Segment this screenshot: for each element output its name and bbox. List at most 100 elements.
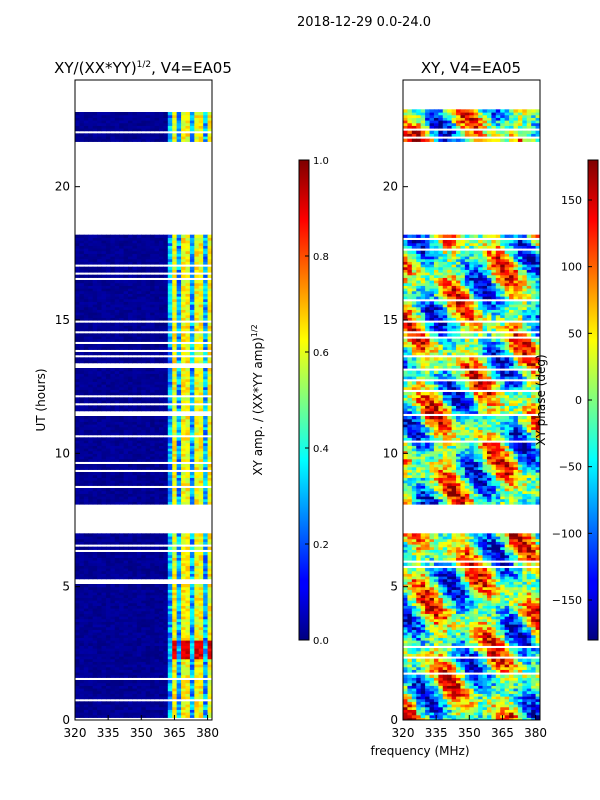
heatmap-cell — [123, 336, 129, 340]
heatmap-cell — [163, 616, 169, 620]
heatmap-cell — [150, 634, 156, 638]
heatmap-cell — [207, 589, 212, 593]
heatmap-cell — [172, 269, 178, 273]
heatmap-cell — [189, 384, 195, 388]
heatmap-cell — [141, 672, 147, 676]
heatmap-cell — [198, 600, 204, 604]
heatmap-cell — [194, 418, 200, 422]
heatmap-cell — [119, 381, 125, 385]
heatmap-cell — [150, 133, 156, 137]
heatmap-cell — [145, 642, 151, 646]
heatmap-cell — [128, 136, 134, 140]
heatmap-cell — [158, 392, 164, 396]
heatmap-cell — [154, 624, 160, 628]
heatmap-cell — [185, 610, 191, 614]
heatmap-cell — [185, 616, 191, 620]
heatmap-cell — [123, 125, 129, 129]
heatmap-cell — [114, 701, 120, 705]
heatmap-cell — [163, 482, 169, 486]
heatmap-cell — [128, 333, 134, 337]
heatmap-cell — [185, 474, 191, 478]
heatmap-cell — [176, 384, 182, 388]
heatmap-cell — [75, 309, 81, 313]
heatmap-cell — [154, 576, 160, 580]
heatmap-cell — [101, 488, 107, 492]
heatmap-cell — [88, 370, 94, 374]
heatmap-cell — [163, 333, 169, 337]
heatmap-cell — [403, 709, 409, 713]
heatmap-cell — [154, 541, 160, 545]
heatmap-cell — [136, 701, 142, 705]
heatmap-cell — [531, 714, 537, 718]
heatmap-cell — [172, 706, 178, 710]
heatmap-cell — [136, 546, 142, 550]
heatmap-cell — [101, 282, 107, 286]
heatmap-cell — [128, 282, 134, 286]
heatmap-cell — [145, 357, 151, 361]
heatmap-cell — [158, 418, 164, 422]
heatmap-cell — [128, 498, 134, 502]
heatmap-cell — [154, 288, 160, 292]
heatmap-cell — [145, 314, 151, 318]
heatmap-cell — [114, 400, 120, 404]
heatmap-cell — [203, 432, 209, 436]
heatmap-cell — [105, 661, 111, 665]
heatmap-cell — [172, 373, 178, 377]
heatmap-cell — [207, 605, 212, 609]
heatmap-cell — [114, 570, 120, 574]
heatmap-cell — [101, 621, 107, 625]
heatmap-cell — [92, 373, 98, 377]
heatmap-cell — [79, 706, 85, 710]
heatmap-cell — [105, 290, 111, 294]
heatmap-cell — [128, 685, 134, 689]
heatmap-cell — [163, 304, 169, 308]
heatmap-cell — [79, 552, 85, 556]
heatmap-cell — [167, 498, 173, 502]
heatmap-cell — [123, 312, 129, 316]
heatmap-cell — [141, 490, 147, 494]
heatmap-cell — [451, 712, 457, 716]
heatmap-cell — [172, 554, 178, 558]
heatmap-cell — [176, 664, 182, 668]
heatmap-cell — [203, 245, 209, 249]
heatmap-cell — [172, 501, 178, 505]
heatmap-cell — [150, 645, 156, 649]
heatmap-cell — [105, 296, 111, 300]
heatmap-cell — [105, 466, 111, 470]
heatmap-cell — [145, 496, 151, 500]
heatmap-cell — [83, 253, 89, 257]
heatmap-cell — [132, 645, 138, 649]
heatmap-cell — [207, 576, 212, 580]
heatmap-cell — [198, 693, 204, 697]
heatmap-cell — [198, 298, 204, 302]
heatmap-cell — [136, 477, 142, 481]
heatmap-cell — [128, 301, 134, 305]
heatmap-cell — [79, 554, 85, 558]
heatmap-cell — [185, 576, 191, 580]
heatmap-cell — [185, 597, 191, 601]
heatmap-cell — [119, 376, 125, 380]
heatmap-cell — [83, 373, 89, 377]
heatmap-cell — [83, 661, 89, 665]
heatmap-cell — [136, 709, 142, 713]
heatmap-cell — [114, 714, 120, 718]
heatmap-cell — [123, 701, 129, 705]
heatmap-cell — [154, 136, 160, 140]
heatmap-cell — [150, 304, 156, 308]
heatmap-cell — [172, 562, 178, 566]
heatmap-cell — [132, 432, 138, 436]
heatmap-cell — [110, 560, 116, 564]
heatmap-cell — [176, 325, 182, 329]
heatmap-cell — [119, 112, 125, 116]
heatmap-cell — [185, 357, 191, 361]
heatmap-cell — [163, 288, 169, 292]
heatmap-cell — [420, 712, 426, 716]
heatmap-cell — [438, 712, 444, 716]
heatmap-cell — [114, 389, 120, 393]
heatmap-cell — [176, 634, 182, 638]
heatmap-cell — [167, 597, 173, 601]
heatmap-cell — [158, 458, 164, 462]
heatmap-cell — [101, 672, 107, 676]
heatmap-cell — [83, 296, 89, 300]
heatmap-cell — [172, 458, 178, 462]
